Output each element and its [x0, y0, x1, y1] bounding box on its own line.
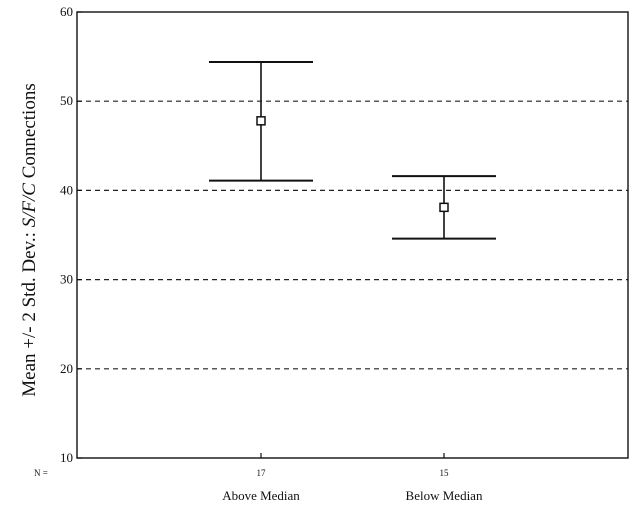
y-tick-label-40: 40 — [60, 182, 73, 197]
y-tick-label-50: 50 — [60, 93, 73, 108]
mean-marker-2 — [439, 202, 449, 213]
y-tick-label-60: 60 — [60, 4, 73, 19]
mean-marker-1 — [256, 116, 266, 126]
y-tick-label-10: 10 — [60, 450, 73, 465]
y-tick-label-20: 20 — [60, 361, 73, 376]
n-value-1: 17 — [257, 468, 267, 478]
category-label-2: Below Median — [406, 488, 483, 503]
plot-frame — [76, 11, 629, 459]
n-value-2: 15 — [440, 468, 450, 478]
category-label-1: Above Median — [222, 488, 300, 503]
y-tick-label-30: 30 — [60, 272, 73, 287]
n-label: N = — [34, 468, 48, 478]
